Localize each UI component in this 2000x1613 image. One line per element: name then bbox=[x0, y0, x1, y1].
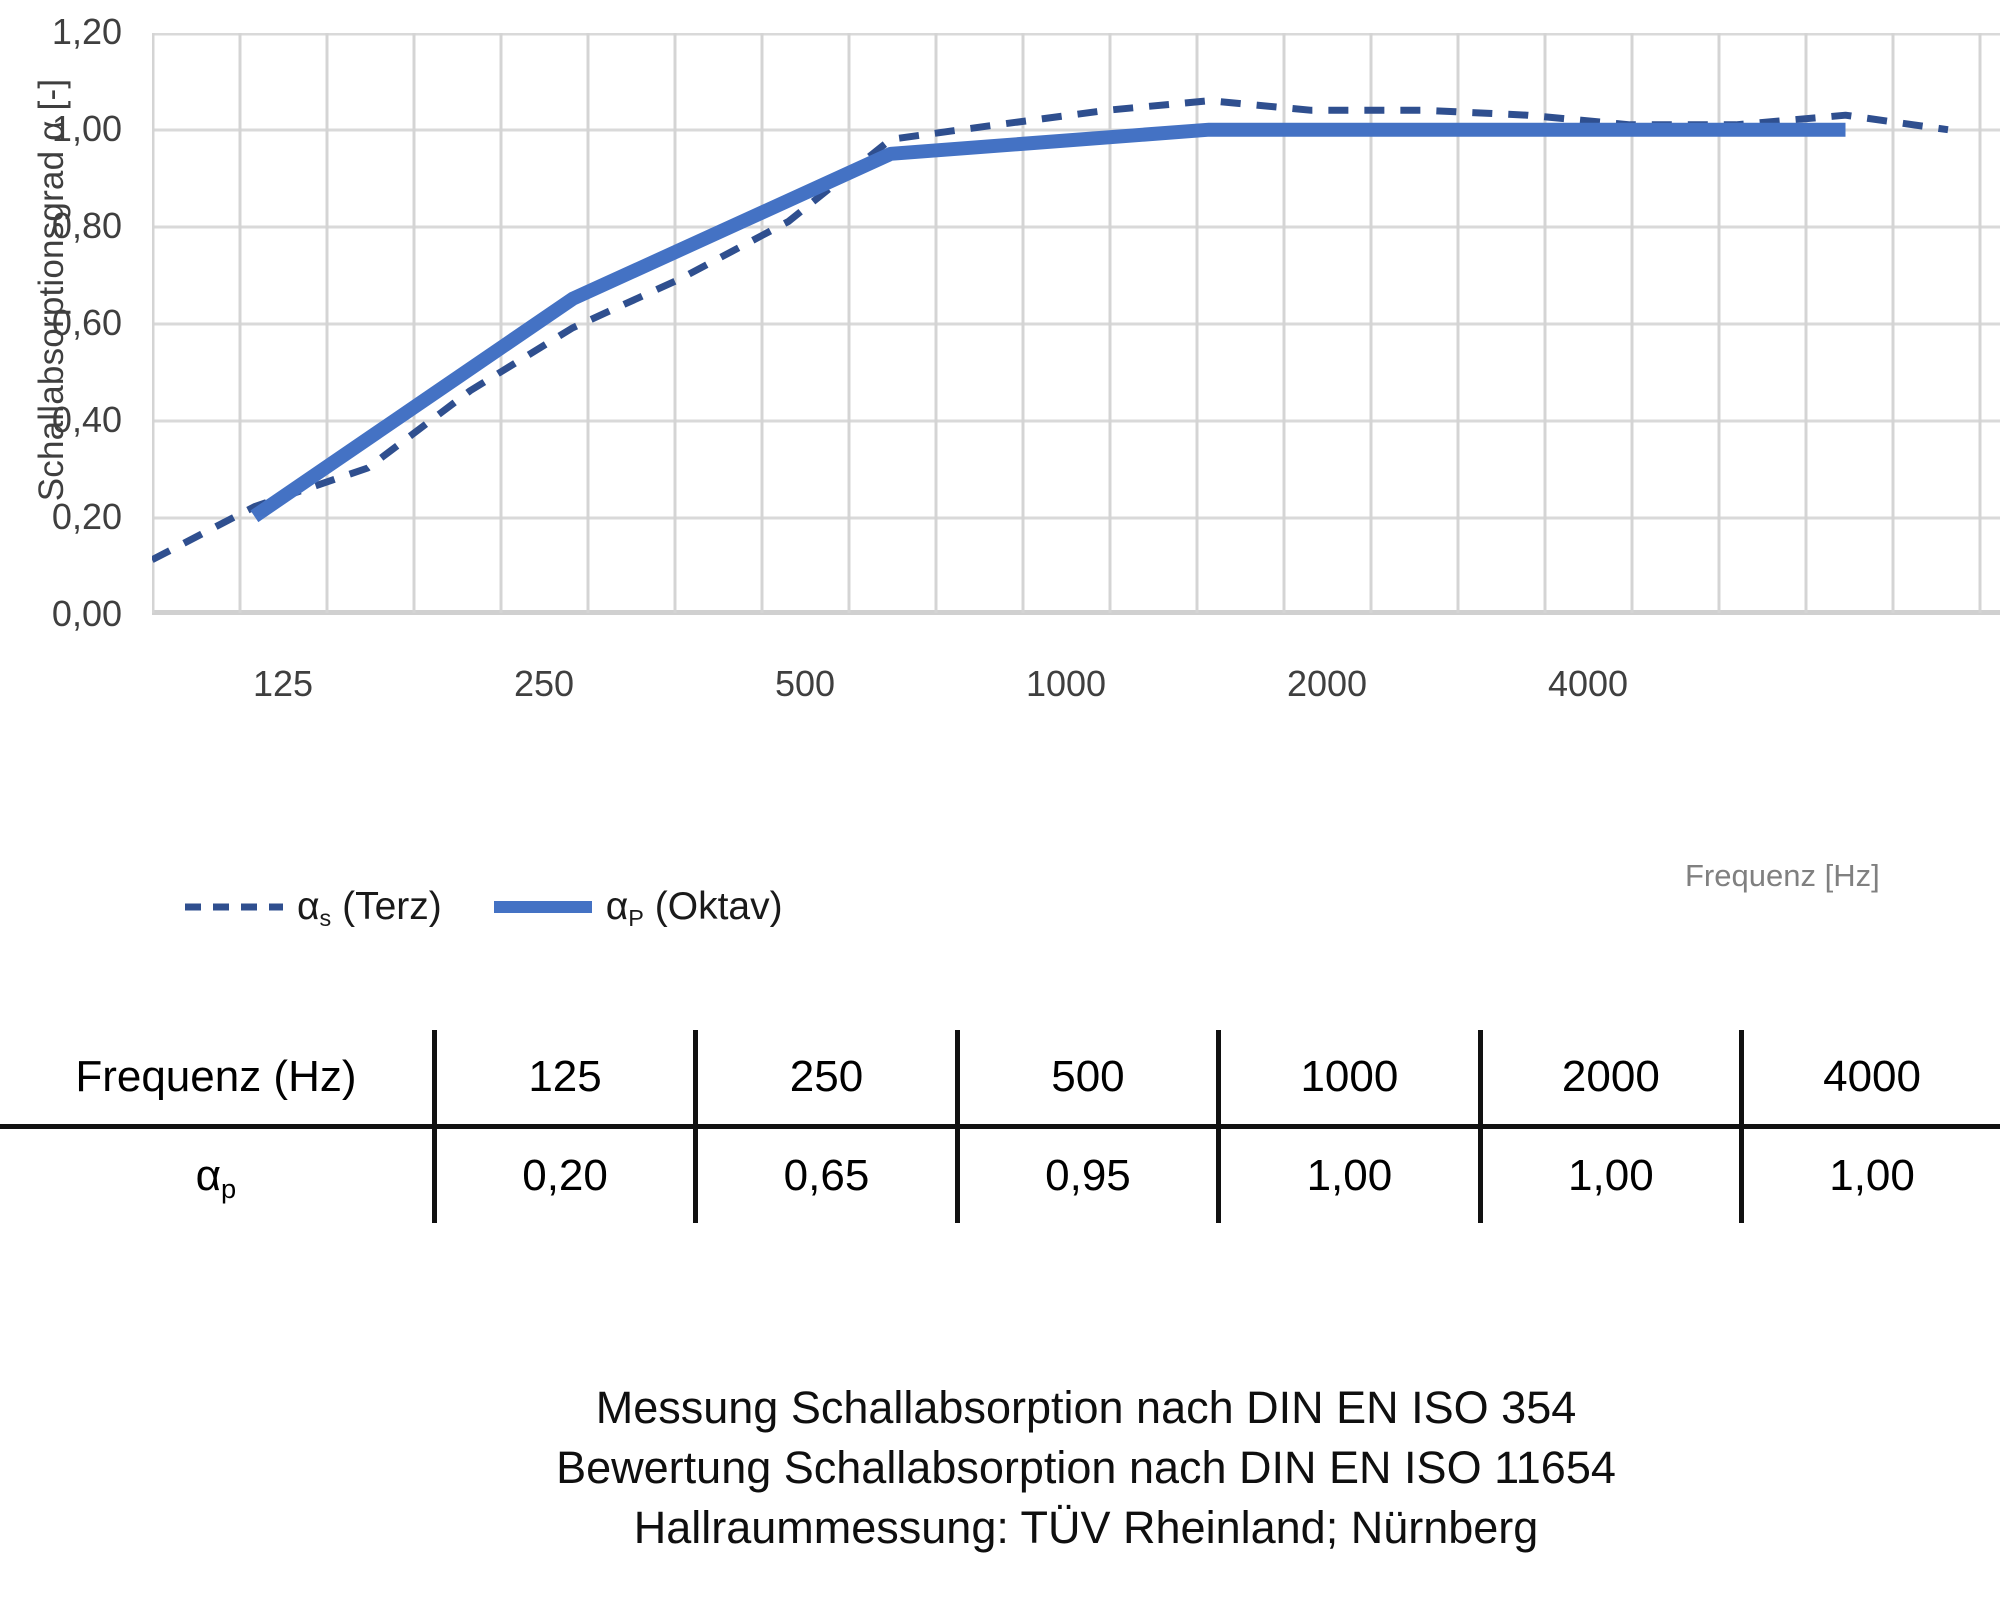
y-tick-label-0-40: 0,40 bbox=[51, 399, 122, 440]
footer-note-measurement-standard: Messung Schallabsorption nach DIN EN ISO… bbox=[595, 1382, 1577, 1433]
legend-label-alpha-s-terz: αs (Terz) bbox=[297, 885, 442, 931]
horizontal-gridlines bbox=[152, 33, 2000, 520]
footer-note-rating-standard: Bewertung Schallabsorption nach DIN EN I… bbox=[556, 1442, 1616, 1493]
x-tick-label-2000: 2000 bbox=[1286, 663, 1368, 704]
y-tick-label-1-20: 1,20 bbox=[51, 11, 122, 52]
chart-legend: αs (Terz) αP (Oktav) bbox=[185, 885, 783, 931]
table-row-header-frequency: Frequenz (Hz) bbox=[75, 1052, 357, 1101]
x-axis-title: Frequenz [Hz] bbox=[1685, 858, 1880, 893]
table-cell-frequency-250: 250 bbox=[693, 1030, 958, 1127]
legend-swatch-dashed-icon bbox=[185, 903, 283, 911]
legend-item-alpha-p-oktav: αP (Oktav) bbox=[493, 885, 783, 931]
x-tick-label-250: 250 bbox=[513, 663, 575, 704]
x-tick-label-4000: 4000 bbox=[1547, 663, 1629, 704]
legend-alpha-rest: (Terz) bbox=[331, 885, 442, 928]
y-tick-label-0-80: 0,80 bbox=[51, 205, 122, 246]
table-cell-frequency-500: 500 bbox=[954, 1030, 1219, 1127]
plot-svg bbox=[152, 33, 2000, 615]
series-line-alpha-s-terz bbox=[152, 97, 1949, 563]
legend-alpha-glyph: α bbox=[605, 885, 629, 928]
absorption-chart: Schallabsorptionsgrad α [-] 1,20 1,00 0,… bbox=[32, 11, 2000, 931]
absorption-values-table: Frequenz (Hz) 125 250 500 1000 2000 4000… bbox=[0, 1030, 2000, 1223]
table-cell-frequency-125: 125 bbox=[431, 1030, 696, 1127]
table-cell-alpha-500: 0,95 bbox=[954, 1126, 1219, 1223]
table-alpha-glyph: α bbox=[195, 1151, 222, 1200]
y-tick-label-0-20: 0,20 bbox=[51, 496, 122, 537]
table-row-header-alpha-p: αp bbox=[0, 1127, 434, 1224]
footer-notes: Messung Schallabsorption nach DIN EN ISO… bbox=[0, 1378, 2000, 1558]
legend-alpha-rest: (Oktav) bbox=[643, 885, 783, 928]
x-tick-label-125: 125 bbox=[252, 663, 314, 704]
footer-note-lab: Hallraummessung: TÜV Rheinland; Nürnberg bbox=[633, 1502, 1539, 1553]
y-tick-label-1-00: 1,00 bbox=[51, 108, 122, 149]
legend-alpha-subscript: P bbox=[628, 904, 644, 931]
table-cell-alpha-2000: 1,00 bbox=[1477, 1126, 1742, 1223]
x-tick-label-500: 500 bbox=[774, 663, 836, 704]
table-alpha-subscript: p bbox=[221, 1173, 237, 1205]
legend-label-alpha-p-oktav: αP (Oktav) bbox=[605, 885, 783, 931]
table-row-alpha-p: αp 0,20 0,65 0,95 1,00 1,00 1,00 bbox=[0, 1126, 2000, 1224]
plot-area: 125 250 500 1000 2000 4000 bbox=[152, 33, 2000, 704]
y-tick-label-0-00: 0,00 bbox=[51, 593, 122, 634]
legend-item-alpha-s-terz: αs (Terz) bbox=[185, 885, 442, 931]
legend-alpha-glyph: α bbox=[297, 885, 320, 928]
table-cell-alpha-4000: 1,00 bbox=[1739, 1126, 2000, 1223]
table-cell-frequency-1000: 1000 bbox=[1216, 1030, 1481, 1127]
y-tick-label-0-60: 0,60 bbox=[51, 302, 122, 343]
y-axis-title: Schallabsorptionsgrad α [-] bbox=[32, 78, 71, 502]
legend-swatch-solid-icon bbox=[493, 901, 592, 913]
table-cell-alpha-250: 0,65 bbox=[693, 1126, 958, 1223]
series-line-alpha-p-oktav bbox=[250, 122, 1846, 523]
table-cell-alpha-125: 0,20 bbox=[431, 1126, 696, 1223]
x-tick-label-1000: 1000 bbox=[1025, 663, 1107, 704]
table-cell-frequency-2000: 2000 bbox=[1477, 1030, 1742, 1127]
table-row-frequencies: Frequenz (Hz) 125 250 500 1000 2000 4000 bbox=[0, 1030, 2000, 1127]
vertical-gridlines bbox=[152, 33, 1982, 613]
legend-alpha-subscript: s bbox=[319, 904, 332, 931]
table-cell-alpha-1000: 1,00 bbox=[1216, 1126, 1481, 1223]
table-cell-frequency-4000: 4000 bbox=[1739, 1030, 2000, 1127]
